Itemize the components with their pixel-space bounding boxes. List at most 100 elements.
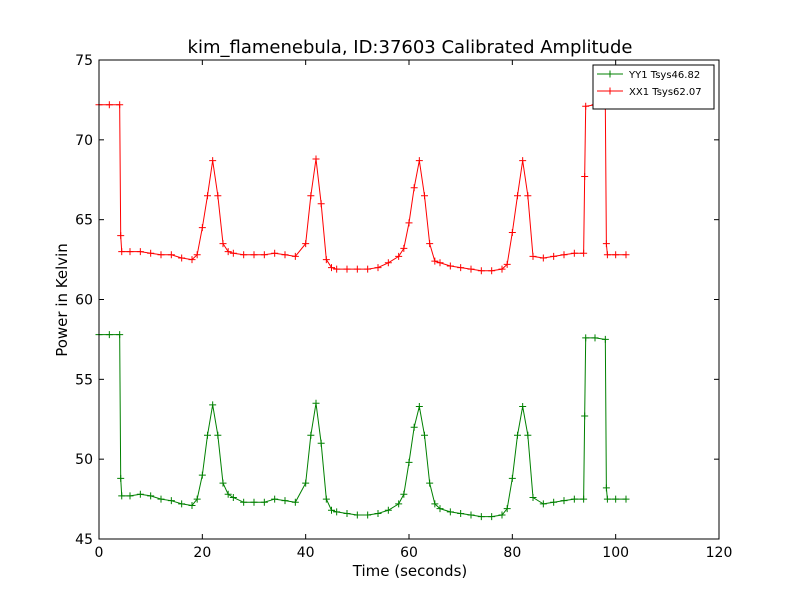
data-point bbox=[514, 192, 521, 200]
data-point bbox=[529, 493, 537, 501]
data-point bbox=[193, 495, 201, 503]
data-point bbox=[524, 192, 532, 200]
data-point bbox=[343, 509, 351, 517]
data-point bbox=[126, 492, 134, 500]
chart-title: kim_flamenebula, ID:37603 Calibrated Amp… bbox=[188, 37, 633, 58]
data-point bbox=[622, 495, 630, 503]
data-point bbox=[328, 506, 335, 514]
y-axis: 45 50 55 60 65 70 75 bbox=[75, 53, 719, 548]
data-point bbox=[395, 252, 403, 260]
data-point bbox=[147, 492, 155, 500]
data-point bbox=[118, 492, 126, 500]
data-point bbox=[539, 254, 547, 262]
y-tick-label: 50 bbox=[75, 452, 93, 468]
data-point bbox=[374, 264, 382, 272]
data-point bbox=[204, 431, 211, 439]
data-point bbox=[426, 240, 434, 248]
data-point bbox=[498, 511, 506, 519]
data-point bbox=[539, 500, 547, 508]
data-point bbox=[198, 224, 206, 232]
data-point bbox=[188, 256, 196, 264]
x-tick-label: 100 bbox=[602, 545, 629, 561]
data-point bbox=[508, 474, 516, 482]
data-point bbox=[384, 506, 392, 514]
x-tick-label: 0 bbox=[95, 545, 104, 561]
data-point bbox=[136, 248, 144, 256]
data-point bbox=[157, 251, 165, 259]
legend: YY1 Tsys46.82 XX1 Tsys62.07 bbox=[592, 64, 715, 110]
data-point bbox=[224, 490, 232, 498]
legend-item-0: YY1 Tsys46.82 bbox=[597, 70, 700, 81]
data-point bbox=[333, 265, 341, 273]
data-point bbox=[488, 267, 496, 275]
data-point bbox=[467, 265, 475, 273]
data-point bbox=[271, 495, 279, 503]
data-point bbox=[570, 249, 578, 257]
data-point bbox=[580, 495, 588, 503]
data-point bbox=[560, 497, 568, 505]
data-point bbox=[364, 511, 372, 519]
data-point bbox=[415, 402, 423, 410]
data-point bbox=[498, 265, 506, 273]
data-point bbox=[519, 157, 527, 165]
x-tick-label: 20 bbox=[193, 545, 211, 561]
data-point bbox=[431, 257, 439, 265]
data-point bbox=[240, 498, 248, 506]
series-0 bbox=[95, 331, 630, 521]
data-point bbox=[229, 249, 237, 257]
plot-frame bbox=[98, 59, 720, 540]
x-axis-label: Time (seconds) bbox=[352, 562, 468, 580]
data-point bbox=[514, 431, 521, 439]
data-point bbox=[400, 490, 408, 498]
data-point bbox=[322, 495, 330, 503]
data-point bbox=[250, 251, 258, 259]
y-tick-label: 75 bbox=[75, 53, 93, 69]
data-point bbox=[426, 479, 434, 487]
data-point bbox=[147, 249, 155, 257]
data-point bbox=[415, 157, 423, 165]
data-point bbox=[250, 498, 258, 506]
data-point bbox=[260, 498, 268, 506]
data-point bbox=[581, 412, 589, 420]
series-line-0 bbox=[99, 334, 626, 518]
data-point bbox=[157, 495, 165, 503]
data-point bbox=[529, 252, 537, 260]
data-point bbox=[591, 334, 599, 342]
data-point bbox=[126, 248, 134, 256]
data-point bbox=[582, 102, 590, 110]
data-point bbox=[601, 335, 609, 343]
data-point bbox=[198, 471, 206, 479]
legend-item-1: XX1 Tsys62.07 bbox=[597, 87, 702, 98]
data-point bbox=[477, 513, 485, 521]
data-point bbox=[612, 495, 620, 503]
data-point bbox=[353, 265, 361, 273]
data-point bbox=[307, 431, 315, 439]
data-point bbox=[519, 402, 527, 410]
legend-marker bbox=[606, 70, 614, 78]
data-point bbox=[302, 479, 310, 487]
data-point bbox=[446, 262, 454, 270]
data-point bbox=[477, 267, 485, 275]
data-point bbox=[312, 155, 320, 163]
data-point bbox=[581, 173, 589, 181]
series-1 bbox=[95, 101, 630, 275]
data-point bbox=[219, 240, 227, 248]
legend-marker bbox=[606, 87, 614, 95]
data-point bbox=[550, 252, 558, 260]
series-line-1 bbox=[99, 104, 626, 272]
data-point bbox=[446, 508, 454, 516]
x-axis: 0 20 40 60 80 100 120 bbox=[95, 60, 732, 561]
x-tick-label: 80 bbox=[503, 545, 521, 561]
data-point bbox=[421, 192, 428, 200]
data-point bbox=[603, 495, 611, 503]
data-point bbox=[322, 256, 330, 264]
data-point bbox=[105, 101, 113, 109]
data-point bbox=[317, 200, 325, 208]
data-point bbox=[116, 101, 124, 109]
data-point bbox=[353, 511, 361, 519]
data-point bbox=[436, 259, 444, 267]
data-point bbox=[410, 184, 418, 192]
data-point bbox=[560, 251, 568, 259]
data-point bbox=[612, 251, 620, 259]
